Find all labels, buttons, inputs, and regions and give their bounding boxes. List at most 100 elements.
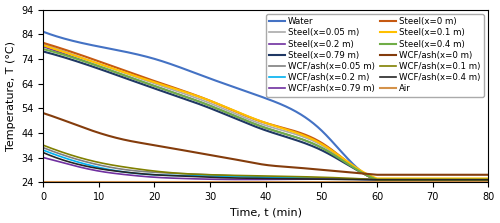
WCF/ash(x=0.79 m) [374, 178, 380, 181]
WCF/ash(x=0.79 m) [486, 178, 492, 181]
Line: Steel(x=0.2 m): Steel(x=0.2 m) [43, 47, 488, 180]
Line: WCF/ash(x=0.05 m): WCF/ash(x=0.05 m) [43, 148, 488, 180]
Steel(x=0.1 m) [374, 177, 380, 180]
WCF/ash(x=0.4 m) [374, 178, 380, 181]
Steel(x=0.05 m) [224, 109, 230, 111]
Steel(x=0.05 m) [486, 178, 492, 181]
Steel(x=0.2 m) [40, 45, 46, 48]
Steel(x=0 m) [286, 128, 292, 131]
Steel(x=0.1 m) [40, 44, 46, 47]
WCF/ash(x=0.05 m) [374, 178, 380, 181]
Steel(x=0.05 m) [84, 58, 89, 61]
Steel(x=0 m) [160, 83, 166, 86]
Steel(x=0.1 m) [208, 100, 214, 103]
Water [486, 178, 492, 181]
WCF/ash(x=0.05 m) [160, 171, 166, 174]
WCF/ash(x=0.79 m) [286, 178, 292, 181]
Steel(x=0.2 m) [286, 134, 292, 136]
Steel(x=0.79 m) [486, 178, 492, 181]
Line: Steel(x=0.05 m): Steel(x=0.05 m) [43, 44, 488, 180]
Steel(x=0.4 m) [286, 134, 292, 136]
Steel(x=0.2 m) [84, 61, 89, 63]
Steel(x=0.1 m) [486, 177, 492, 180]
WCF/ash(x=0.4 m) [224, 176, 230, 179]
WCF/ash(x=0 m) [374, 173, 380, 176]
Air [84, 181, 89, 184]
Air [40, 181, 46, 184]
Water [374, 178, 380, 181]
WCF/ash(x=0.4 m) [486, 178, 492, 181]
WCF/ash(x=0 m) [486, 173, 492, 176]
Line: Steel(x=0.1 m): Steel(x=0.1 m) [43, 45, 488, 178]
WCF/ash(x=0.2 m) [40, 149, 46, 151]
Steel(x=0.2 m) [254, 123, 260, 126]
WCF/ash(x=0 m) [286, 166, 292, 168]
Steel(x=0.1 m) [254, 118, 260, 121]
WCF/ash(x=0 m) [84, 127, 89, 130]
WCF/ash(x=0.79 m) [254, 178, 260, 181]
Steel(x=0.79 m) [374, 178, 380, 181]
Steel(x=0.05 m) [286, 131, 292, 133]
WCF/ash(x=0.1 m) [286, 175, 292, 178]
WCF/ash(x=0.1 m) [40, 144, 46, 147]
WCF/ash(x=0.4 m) [84, 165, 89, 168]
Y-axis label: Temperature, T (°C): Temperature, T (°C) [6, 41, 16, 151]
WCF/ash(x=0.79 m) [208, 178, 214, 181]
Line: WCF/ash(x=0.79 m): WCF/ash(x=0.79 m) [43, 157, 488, 180]
Steel(x=0 m) [40, 41, 46, 44]
Air [254, 181, 260, 184]
Water [208, 78, 214, 81]
WCF/ash(x=0.2 m) [374, 178, 380, 181]
Steel(x=0.79 m) [208, 107, 214, 110]
Steel(x=0.4 m) [254, 123, 260, 126]
Steel(x=0.4 m) [486, 178, 492, 181]
Steel(x=0.79 m) [84, 63, 89, 66]
WCF/ash(x=0.4 m) [254, 177, 260, 180]
Air [286, 181, 292, 184]
WCF/ash(x=0.4 m) [286, 178, 292, 180]
Line: Water: Water [43, 32, 488, 180]
WCF/ash(x=0.2 m) [84, 163, 89, 166]
Steel(x=0.05 m) [208, 102, 214, 105]
WCF/ash(x=0.1 m) [208, 173, 214, 176]
WCF/ash(x=0.4 m) [160, 174, 166, 177]
WCF/ash(x=0.05 m) [254, 176, 260, 178]
Air [160, 181, 166, 184]
Water [286, 106, 292, 109]
WCF/ash(x=0.05 m) [84, 161, 89, 163]
WCF/ash(x=0.1 m) [160, 171, 166, 173]
Water [160, 60, 166, 63]
WCF/ash(x=0.2 m) [224, 175, 230, 178]
Steel(x=0.2 m) [374, 178, 380, 181]
Steel(x=0 m) [374, 178, 380, 181]
Steel(x=0.4 m) [374, 178, 380, 181]
Steel(x=0.4 m) [160, 88, 166, 91]
Steel(x=0.4 m) [40, 48, 46, 50]
Steel(x=0.05 m) [40, 43, 46, 45]
Steel(x=0.79 m) [224, 114, 230, 116]
Line: WCF/ash(x=0.1 m): WCF/ash(x=0.1 m) [43, 145, 488, 180]
WCF/ash(x=0.2 m) [286, 176, 292, 179]
Air [486, 181, 492, 184]
Steel(x=0.05 m) [160, 85, 166, 88]
Water [254, 94, 260, 96]
WCF/ash(x=0.05 m) [40, 146, 46, 149]
WCF/ash(x=0.05 m) [208, 173, 214, 176]
WCF/ash(x=0.2 m) [254, 176, 260, 178]
Steel(x=0 m) [84, 56, 89, 58]
Line: WCF/ash(x=0.4 m): WCF/ash(x=0.4 m) [43, 153, 488, 180]
Line: WCF/ash(x=0 m): WCF/ash(x=0 m) [43, 113, 488, 175]
WCF/ash(x=0.4 m) [40, 151, 46, 154]
Steel(x=0.79 m) [254, 126, 260, 128]
WCF/ash(x=0.1 m) [224, 174, 230, 177]
Air [208, 181, 214, 184]
WCF/ash(x=0.2 m) [486, 178, 492, 181]
WCF/ash(x=0.05 m) [286, 177, 292, 179]
Line: Steel(x=0 m): Steel(x=0 m) [43, 43, 488, 180]
WCF/ash(x=0 m) [254, 162, 260, 165]
WCF/ash(x=0.1 m) [254, 175, 260, 177]
WCF/ash(x=0.79 m) [40, 156, 46, 159]
Steel(x=0.4 m) [208, 105, 214, 107]
Line: Steel(x=0.79 m): Steel(x=0.79 m) [43, 52, 488, 180]
Steel(x=0 m) [208, 100, 214, 103]
